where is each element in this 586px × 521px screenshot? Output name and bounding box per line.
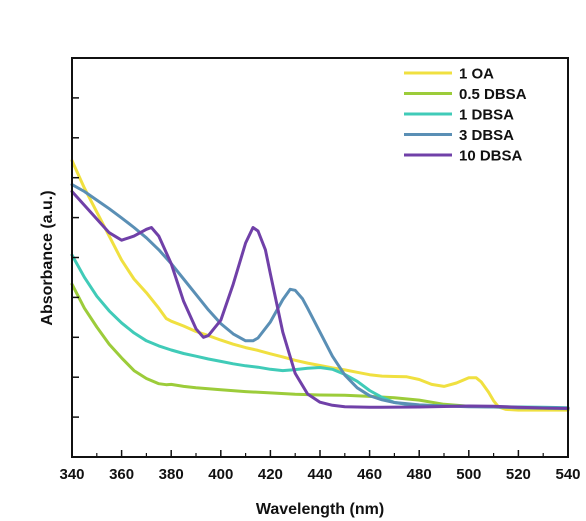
legend-label-0-5-dbsa: 0.5 DBSA <box>459 86 527 103</box>
x-tick-label: 460 <box>357 466 382 483</box>
legend-label-1-dbsa: 1 DBSA <box>459 107 514 124</box>
series-line-10-dbsa <box>70 190 570 410</box>
y-axis-title: Absorbance (a.u.) <box>39 190 56 325</box>
legend-label-1-oa: 1 OA <box>459 66 494 83</box>
x-tick-label: 340 <box>59 466 84 483</box>
legend: 1 OA 0.5 DBSA 1 DBSA 3 DBSA 10 DBSA <box>404 66 527 165</box>
x-tick-label: 500 <box>456 466 481 483</box>
x-tick-label: 380 <box>159 466 184 483</box>
series-layer <box>70 159 570 412</box>
x-tick-label: 360 <box>109 466 134 483</box>
x-tick-label: 400 <box>208 466 233 483</box>
legend-label-10-dbsa: 10 DBSA <box>459 148 523 165</box>
series-line-3-dbsa <box>70 183 570 410</box>
x-tick-label: 520 <box>506 466 531 483</box>
x-tick-label: 420 <box>258 466 283 483</box>
axis-layer: 340 360 380 400 420 440 460 480 500 520 540 <box>59 57 581 483</box>
legend-label-3-dbsa: 3 DBSA <box>459 127 514 144</box>
x-tick-label: 440 <box>307 466 332 483</box>
series-line-0-5-dbsa <box>70 282 570 411</box>
x-tick-label: 540 <box>555 466 580 483</box>
series-line-1-oa <box>70 159 570 412</box>
x-axis-title: Wavelength (nm) <box>256 501 384 518</box>
x-tick-label: 480 <box>407 466 432 483</box>
